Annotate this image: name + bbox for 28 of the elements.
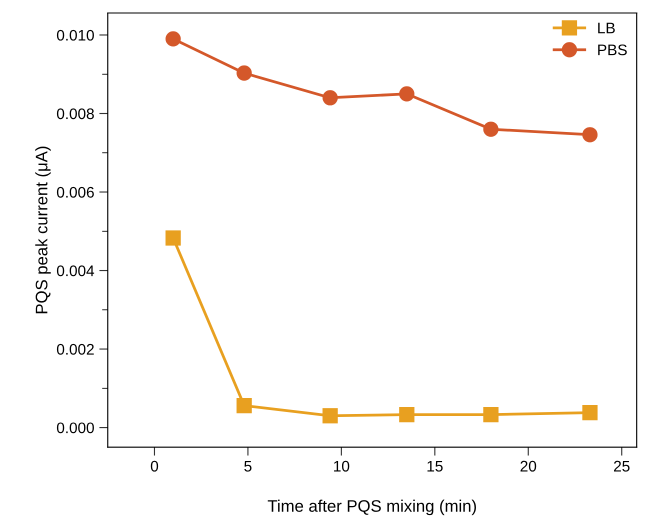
x-tick-label: 10	[334, 460, 350, 472]
legend-label: LB	[598, 22, 615, 34]
x-tick-label: 5	[244, 460, 252, 472]
point	[582, 127, 598, 142]
y-tick-label: 0.006	[56, 186, 94, 198]
y-axis-title: PQS peak current (μA)	[35, 146, 51, 314]
y-tick-label: 0.010	[56, 30, 94, 41]
legend-label: PBS	[598, 44, 627, 56]
x-tick-label: 0	[150, 460, 158, 472]
y-tick-label: 0.000	[56, 422, 94, 434]
point	[236, 65, 252, 81]
point	[322, 90, 338, 106]
point	[483, 406, 499, 422]
point	[322, 408, 338, 424]
x-axis-title: Time after PQS mixing (min)	[268, 500, 476, 516]
point	[166, 31, 181, 47]
point	[399, 86, 414, 102]
point	[582, 405, 598, 420]
y-tick-label: 0.008	[56, 108, 94, 120]
x-tick-label: 25	[614, 460, 630, 472]
point	[166, 230, 181, 246]
y-tick-label: 0.004	[56, 265, 94, 276]
point	[399, 406, 414, 422]
point	[236, 398, 252, 414]
x-tick-label: 15	[427, 460, 443, 472]
point	[483, 122, 499, 137]
x-tick-label: 20	[520, 460, 536, 472]
y-tick-label: 0.002	[56, 344, 94, 355]
